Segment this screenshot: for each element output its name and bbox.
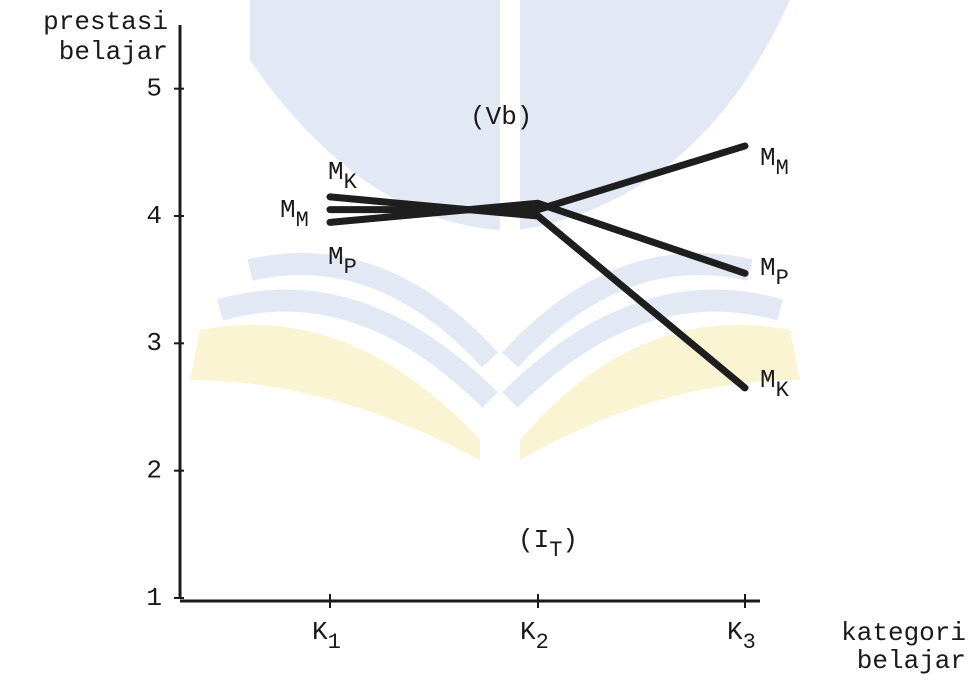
y-axis-title: belajar	[59, 37, 168, 67]
watermark-shape	[520, 0, 790, 230]
series-label: MM	[760, 143, 789, 181]
annotation-tail: )	[562, 525, 578, 555]
page: 12345prestasibelajarkategoribelajarK1K2K…	[0, 0, 973, 680]
annotation: (IT)	[518, 525, 578, 563]
annotation: (Vb)	[470, 102, 532, 132]
y-tick-label: 1	[146, 583, 162, 613]
x-tick-label: K1	[312, 617, 341, 655]
x-tick-label: K3	[727, 617, 756, 655]
annotation-sub: T	[549, 538, 562, 563]
y-axis-title: prestasi	[43, 7, 168, 37]
y-tick-label: 4	[146, 201, 162, 231]
x-tick-label: K2	[520, 617, 549, 655]
x-axis-title: belajar	[857, 646, 966, 676]
y-tick-label: 2	[146, 456, 162, 486]
y-tick-label: 3	[146, 328, 162, 358]
chart: 12345prestasibelajarkategoribelajarK1K2K…	[0, 0, 973, 680]
series-label: MP	[760, 253, 789, 291]
y-tick-label: 5	[146, 74, 162, 104]
watermark	[190, 0, 800, 460]
x-axis-title: kategori	[841, 618, 966, 648]
series-label: MM	[280, 195, 309, 233]
